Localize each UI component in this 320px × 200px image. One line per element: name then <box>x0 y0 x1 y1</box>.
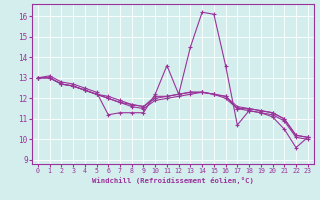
X-axis label: Windchill (Refroidissement éolien,°C): Windchill (Refroidissement éolien,°C) <box>92 177 254 184</box>
